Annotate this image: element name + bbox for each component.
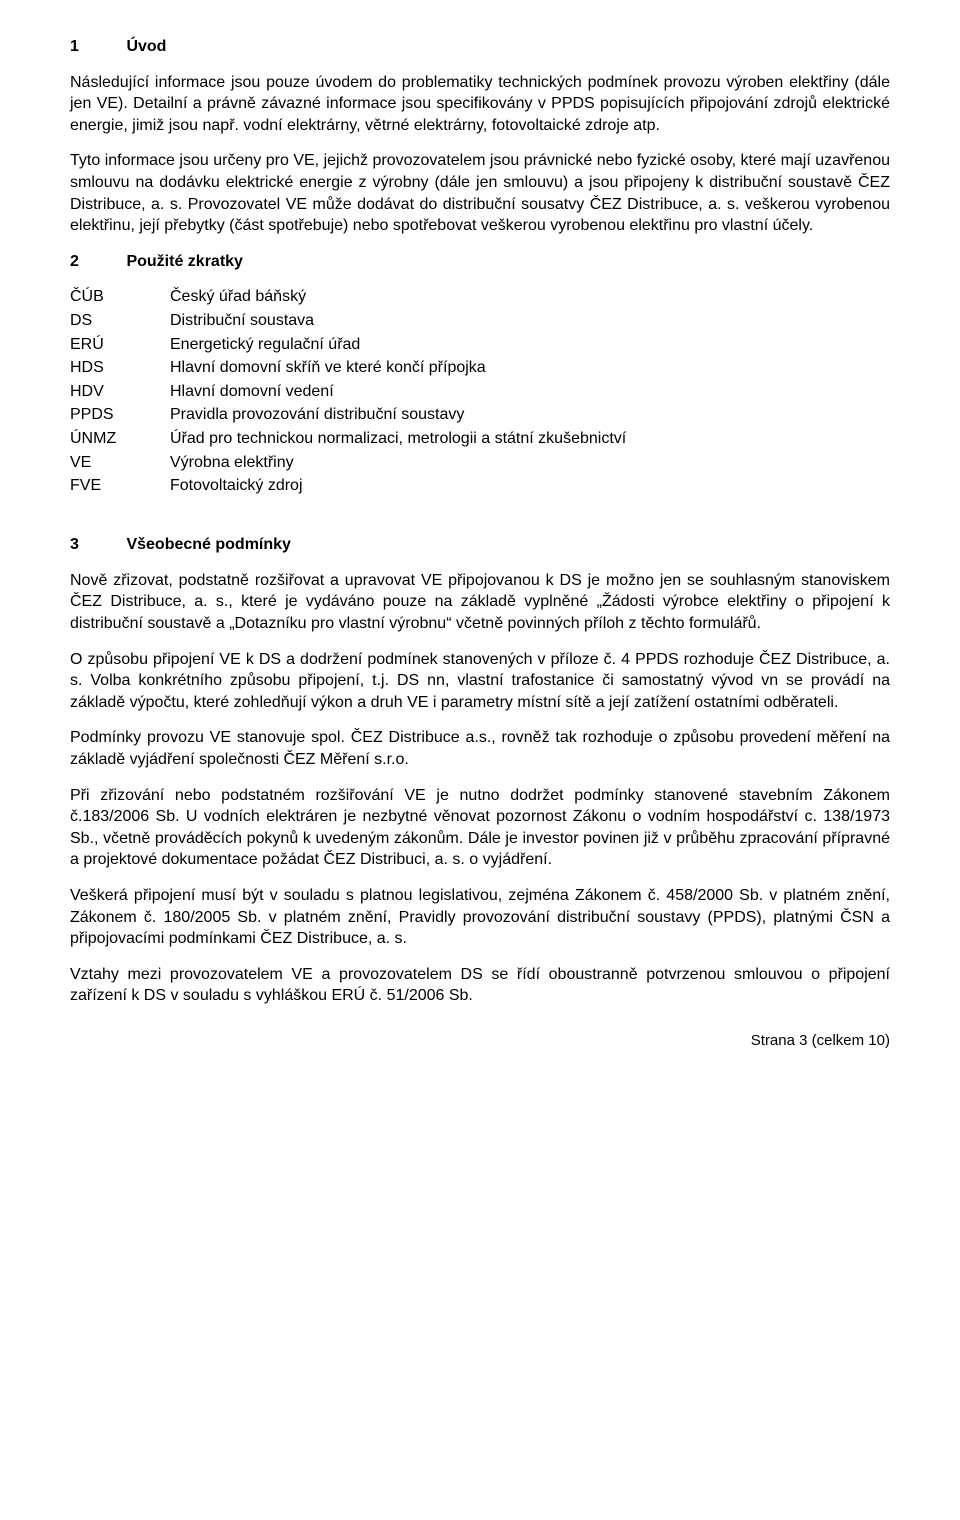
- abbrev-desc: Hlavní domovní skříň ve které končí příp…: [170, 357, 626, 381]
- section-1-num: 1: [70, 36, 122, 58]
- abbrev-row: DSDistribuční soustava: [70, 310, 626, 334]
- abbrev-term: DS: [70, 310, 170, 334]
- section-3-p3: Podmínky provozu VE stanovuje spol. ČEZ …: [70, 727, 890, 770]
- abbrev-row: HDVHlavní domovní vedení: [70, 381, 626, 405]
- section-2-heading: 2 Použité zkratky: [70, 251, 890, 273]
- abbrev-row: PPDSPravidla provozování distribuční sou…: [70, 404, 626, 428]
- abbrev-desc: Distribuční soustava: [170, 310, 626, 334]
- abbrev-term: ČÚB: [70, 286, 170, 310]
- abbrev-desc: Fotovoltaický zdroj: [170, 475, 626, 499]
- abbrev-term: HDS: [70, 357, 170, 381]
- abbrev-desc: Úřad pro technickou normalizaci, metrolo…: [170, 428, 626, 452]
- abbrev-table: ČÚBČeský úřad báňskýDSDistribuční sousta…: [70, 286, 626, 498]
- abbrev-term: HDV: [70, 381, 170, 405]
- abbrev-term: ERÚ: [70, 334, 170, 358]
- section-1-heading: 1 Úvod: [70, 36, 890, 58]
- abbrev-row: ERÚEnergetický regulační úřad: [70, 334, 626, 358]
- abbrev-term: VE: [70, 452, 170, 476]
- document-page: 1 Úvod Následující informace jsou pouze …: [0, 0, 960, 1091]
- abbrev-term: FVE: [70, 475, 170, 499]
- section-3-num: 3: [70, 534, 122, 556]
- abbrev-row: ČÚBČeský úřad báňský: [70, 286, 626, 310]
- section-1-p2: Tyto informace jsou určeny pro VE, jejic…: [70, 150, 890, 236]
- abbrev-row: FVEFotovoltaický zdroj: [70, 475, 626, 499]
- abbrev-term: ÚNMZ: [70, 428, 170, 452]
- section-3-p1: Nově zřizovat, podstatně rozšiřovat a up…: [70, 570, 890, 635]
- abbrev-row: HDSHlavní domovní skříň ve které končí p…: [70, 357, 626, 381]
- abbrev-desc: Hlavní domovní vedení: [170, 381, 626, 405]
- abbrev-desc: Energetický regulační úřad: [170, 334, 626, 358]
- page-footer: Strana 3 (celkem 10): [70, 1031, 890, 1051]
- section-2-num: 2: [70, 251, 122, 273]
- section-3-p6: Vztahy mezi provozovatelem VE a provozov…: [70, 964, 890, 1007]
- section-1-title: Úvod: [126, 38, 166, 55]
- abbrev-row: ÚNMZÚřad pro technickou normalizaci, met…: [70, 428, 626, 452]
- section-3-heading: 3 Všeobecné podmínky: [70, 534, 890, 556]
- section-2-title: Použité zkratky: [126, 253, 242, 270]
- section-3-p4: Při zřizování nebo podstatném rozšiřován…: [70, 785, 890, 871]
- section-3-title: Všeobecné podmínky: [126, 536, 291, 553]
- abbrev-desc: Český úřad báňský: [170, 286, 626, 310]
- abbrev-row: VEVýrobna elektřiny: [70, 452, 626, 476]
- section-1-p1: Následující informace jsou pouze úvodem …: [70, 72, 890, 137]
- section-3-p2: O způsobu připojení VE k DS a dodržení p…: [70, 649, 890, 714]
- abbrev-desc: Výrobna elektřiny: [170, 452, 626, 476]
- abbrev-desc: Pravidla provozování distribuční soustav…: [170, 404, 626, 428]
- section-3-p5: Veškerá připojení musí být v souladu s p…: [70, 885, 890, 950]
- abbrev-term: PPDS: [70, 404, 170, 428]
